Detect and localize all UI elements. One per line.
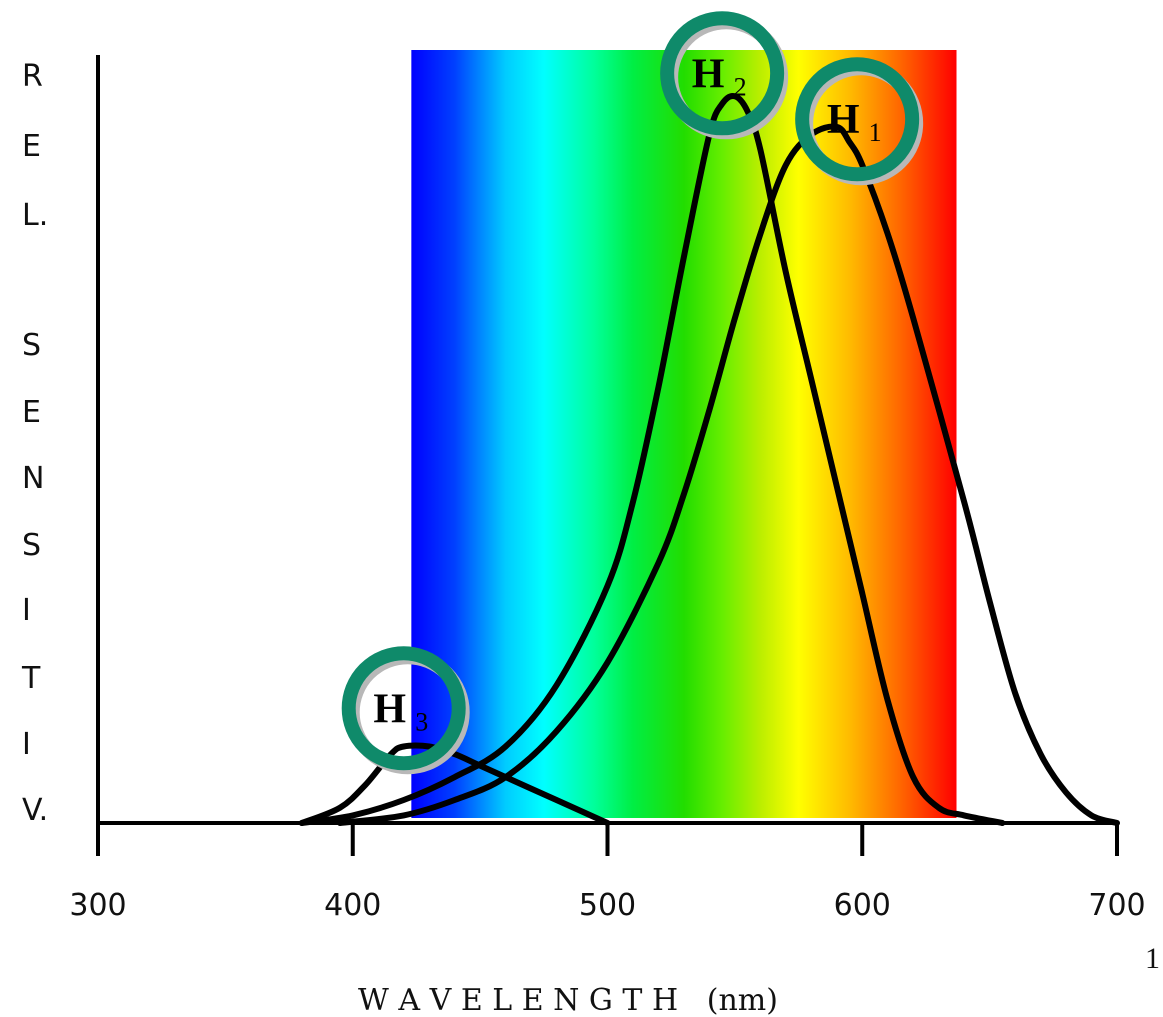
y-axis-label-letter: S [22, 328, 41, 363]
marker-label: H [373, 686, 406, 732]
y-axis-label-letter: R [22, 59, 43, 94]
y-axis-label-letter: S [22, 528, 41, 563]
x-ticks: 300 400 500 600 700 [69, 823, 1146, 923]
y-axis-label-letter: I [22, 593, 31, 628]
y-axis-label-letter: V. [22, 793, 48, 828]
y-axis-label-letter: E [22, 395, 41, 430]
page-number: 1 [1145, 942, 1160, 975]
marker-ring [795, 57, 920, 182]
y-axis-label-letter: E [22, 129, 41, 164]
marker-label: H [827, 97, 860, 143]
x-tick-label-300: 300 [69, 888, 126, 923]
marker-label: H [692, 51, 725, 97]
marker-label-sub: 3 [415, 707, 428, 736]
marker-ring [660, 11, 785, 136]
y-axis-label-letter: L. [22, 198, 48, 233]
y-axis-label-letter: T [21, 661, 41, 696]
curve-h3 [298, 742, 611, 826]
x-tick-label-600: 600 [834, 888, 891, 923]
curve-h2 [298, 92, 1006, 826]
x-tick-label-500: 500 [579, 888, 636, 923]
curve-markers: H 2H 1H 3 [341, 11, 924, 775]
y-axis-label-letter: N [22, 461, 44, 496]
marker-label-sub: 1 [869, 118, 882, 147]
y-axis-label-letter: I [22, 727, 31, 762]
x-axis-label: W A V E L E N G T H (nm) [358, 983, 778, 1017]
x-tick-label-400: 400 [324, 888, 381, 923]
marker-label-sub: 2 [734, 72, 747, 101]
x-tick-label-700: 700 [1088, 888, 1145, 923]
marker-ring [341, 646, 466, 771]
